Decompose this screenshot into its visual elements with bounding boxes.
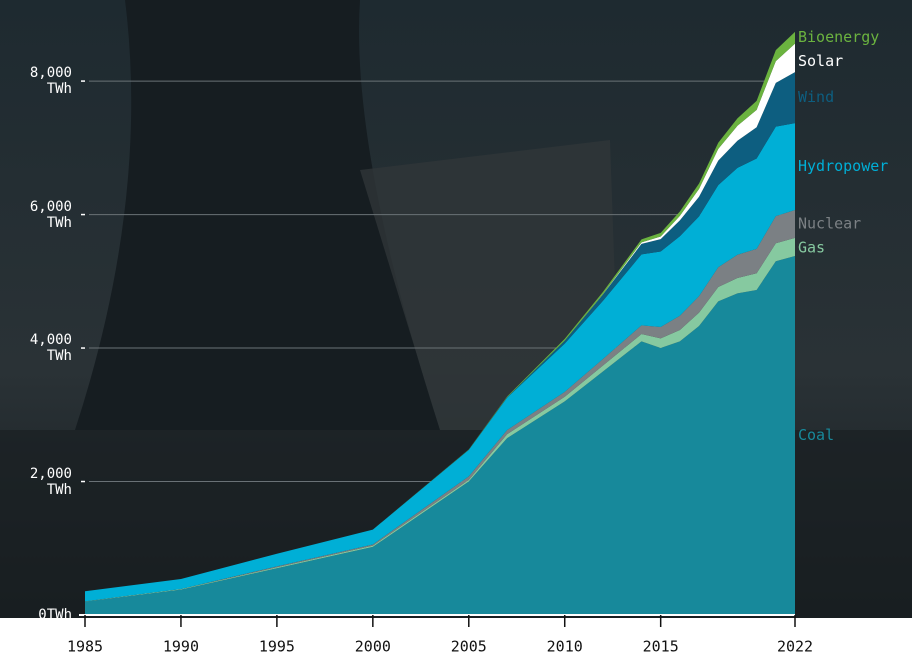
legend-label: Wind — [798, 88, 834, 106]
legend-label: Hydropower — [798, 157, 888, 175]
legend-label: Coal — [798, 426, 834, 444]
x-tick-label: 2000 — [355, 638, 391, 656]
y-tick-label: 6,000 TWh — [29, 198, 72, 231]
x-tick-label: 2005 — [451, 638, 487, 656]
footer-band — [0, 618, 912, 657]
legend-label: Solar — [798, 52, 843, 70]
legend-label: Gas — [798, 238, 825, 256]
x-tick-label: 1985 — [67, 638, 103, 656]
x-tick-label: 1995 — [259, 638, 295, 656]
x-tick-label: 1990 — [163, 638, 199, 656]
y-tick-label: 4,000 TWh — [29, 332, 72, 365]
x-tick-label: 2022 — [777, 638, 813, 656]
legend-label: Nuclear — [798, 214, 861, 232]
y-tick-label: 0TWh — [38, 607, 72, 623]
legend-label: Bioenergy — [798, 28, 879, 46]
y-tick-label: 2,000 TWh — [29, 465, 72, 498]
y-tick-label: 8,000 TWh — [29, 65, 72, 98]
x-tick-label: 2010 — [547, 638, 583, 656]
area — [85, 255, 795, 615]
x-tick-label: 2015 — [643, 638, 679, 656]
